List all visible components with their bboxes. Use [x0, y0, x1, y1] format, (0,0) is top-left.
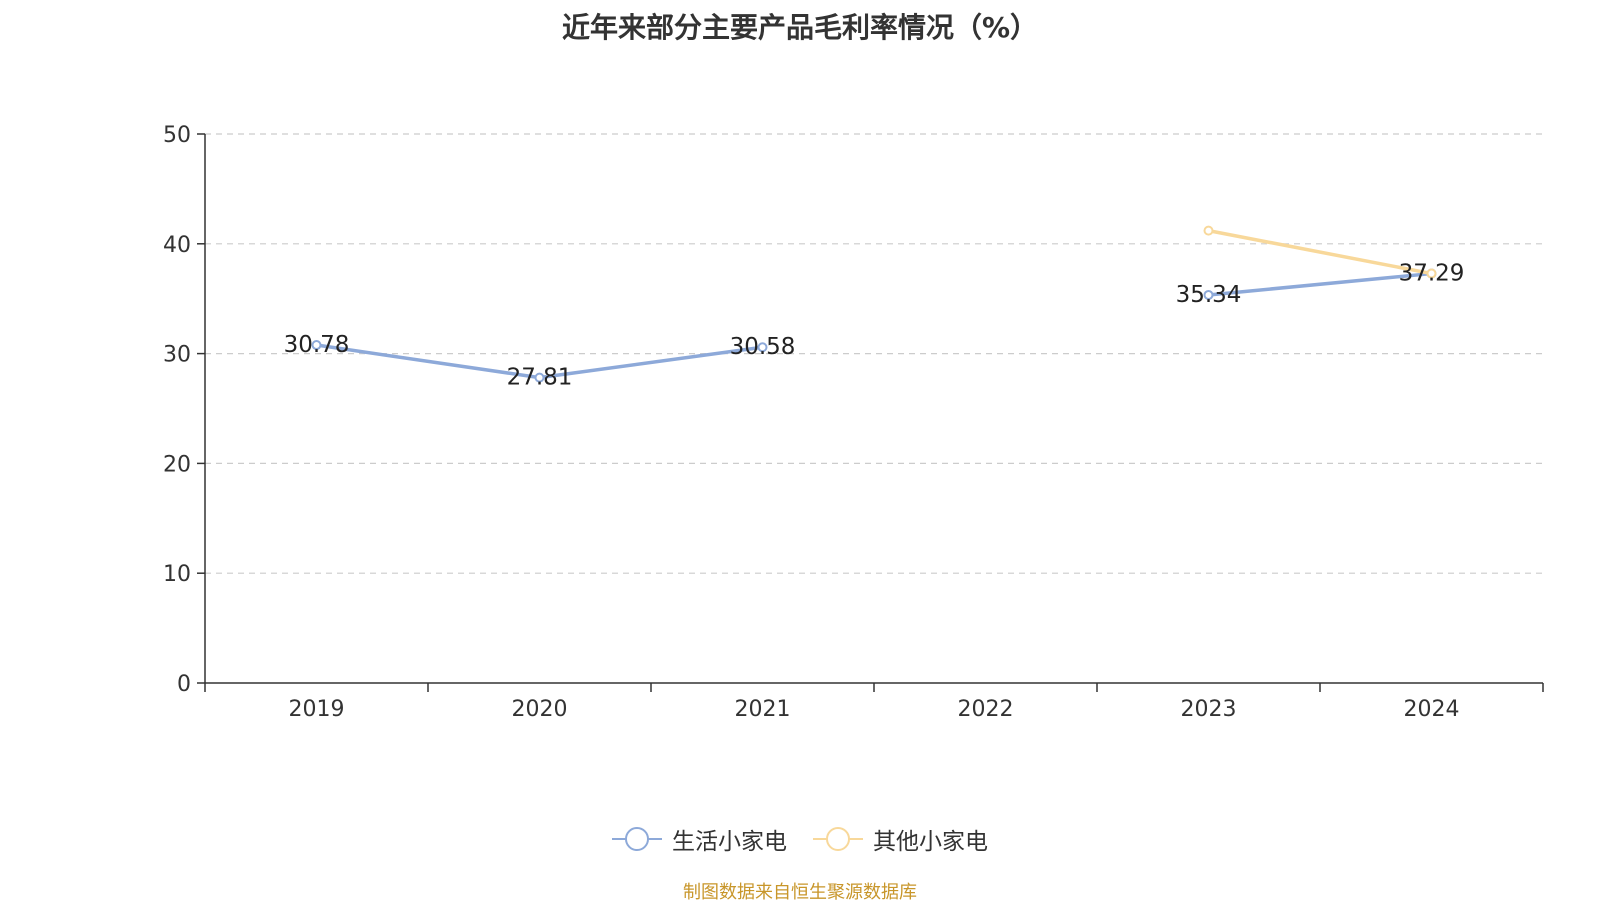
x-tick-label: 2024	[1404, 697, 1460, 722]
legend-item-series-1[interactable]: 其他小家电	[813, 822, 988, 856]
y-tick-label: 30	[163, 343, 191, 368]
legend-label: 生活小家电	[672, 829, 787, 855]
y-tick-label: 10	[163, 562, 191, 587]
data-point[interactable]	[534, 372, 545, 383]
y-tick-label: 50	[163, 123, 191, 148]
grid-lines	[205, 133, 1543, 574]
series-lines	[311, 225, 1437, 383]
x-tick-label: 2022	[958, 697, 1014, 722]
data-label: 27.81	[507, 365, 573, 391]
legend: 生活小家电 其他小家电	[0, 822, 1600, 856]
data-label: 37.29	[1399, 261, 1465, 287]
y-tick-label: 0	[177, 672, 191, 697]
series-line-0	[1208, 271, 1432, 297]
data-point[interactable]	[757, 342, 768, 353]
source-note: 制图数据来自恒生聚源数据库	[683, 882, 917, 903]
legend-marker-icon	[813, 827, 863, 851]
y-tick-label: 20	[163, 452, 191, 477]
legend-marker-icon	[612, 827, 662, 851]
chart-title: 近年来部分主要产品毛利率情况（%）	[561, 11, 1039, 44]
data-point[interactable]	[1203, 289, 1214, 300]
data-point[interactable]	[1426, 268, 1437, 279]
data-label: 30.58	[730, 334, 796, 360]
data-point[interactable]	[1203, 225, 1214, 236]
data-point[interactable]	[311, 340, 322, 351]
axes: 0 10 20 30 40 50 2019 2020 2021 2022 2023 2024	[163, 123, 1544, 722]
x-tick-label: 2021	[735, 697, 791, 722]
series-line-1	[1208, 228, 1432, 276]
line-chart: 0 10 20 30 40 50 2019 2020 2021 2022 2023 2024 30.7…	[163, 123, 1544, 722]
x-tick-label: 2020	[512, 697, 568, 722]
legend-label: 其他小家电	[873, 829, 988, 855]
data-labels: 30.78 27.81 30.58 35.34 37.29	[284, 261, 1465, 391]
x-tick-label: 2019	[289, 697, 345, 722]
x-tick-label: 2023	[1181, 697, 1237, 722]
legend-item-series-0[interactable]: 生活小家电	[612, 822, 787, 856]
y-tick-label: 40	[163, 233, 191, 258]
data-label: 30.78	[284, 332, 350, 358]
data-label: 35.34	[1176, 282, 1242, 308]
